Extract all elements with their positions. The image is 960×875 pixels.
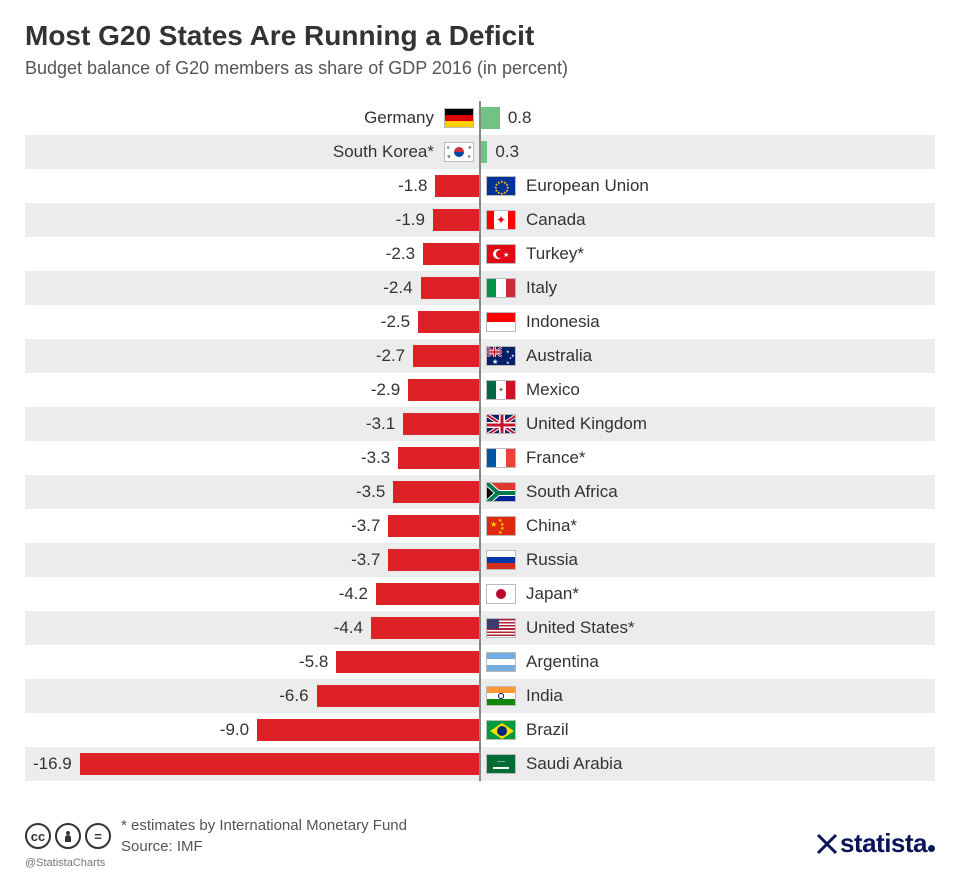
value-bar (408, 379, 480, 401)
country-label: Russia (522, 550, 582, 570)
value-bar (336, 651, 480, 673)
flag-icon (486, 720, 516, 740)
value-label: 0.8 (500, 108, 540, 128)
value-bar (423, 243, 480, 265)
value-bar (480, 107, 500, 129)
source: Source: IMF (121, 836, 407, 857)
cc-by-icon (55, 823, 81, 849)
footer-text: * estimates by International Monetary Fu… (121, 815, 407, 857)
country-label: United Kingdom (522, 414, 651, 434)
country-label: Germany (360, 108, 438, 128)
deficit-chart: Germany0.8South Korea*≡≡≡≡0.3-1.8★★★★★★★… (25, 101, 935, 781)
country-label: Mexico (522, 380, 584, 400)
value-label: 0.3 (487, 142, 527, 162)
value-bar (398, 447, 480, 469)
footnote: * estimates by International Monetary Fu… (121, 815, 407, 836)
value-label: -4.2 (331, 584, 376, 604)
value-bar (418, 311, 480, 333)
country-label: United States* (522, 618, 639, 638)
value-label: -1.9 (388, 210, 433, 230)
country-label: India (522, 686, 567, 706)
value-bar (376, 583, 480, 605)
value-label: -2.9 (363, 380, 408, 400)
country-label: Australia (522, 346, 596, 366)
flag-icon: ≡≡≡≡ (444, 142, 474, 162)
country-label: South Korea* (329, 142, 438, 162)
flag-icon (486, 618, 516, 638)
flag-icon (486, 584, 516, 604)
value-label: -2.7 (368, 346, 413, 366)
value-bar (413, 345, 480, 367)
axis-zero-line (479, 101, 481, 781)
flag-icon: ـــــ (486, 754, 516, 774)
value-label: -1.8 (390, 176, 435, 196)
country-label: France* (522, 448, 590, 468)
country-label: China* (522, 516, 581, 536)
chart-title: Most G20 States Are Running a Deficit (25, 20, 935, 52)
cc-icon: cc (25, 823, 51, 849)
value-bar (435, 175, 480, 197)
value-label: -2.4 (375, 278, 420, 298)
value-label: -9.0 (212, 720, 257, 740)
flag-icon: ★★★★★ (486, 516, 516, 536)
value-label: -5.8 (291, 652, 336, 672)
value-label: -3.1 (358, 414, 403, 434)
value-label: -3.7 (343, 550, 388, 570)
value-label: -3.5 (348, 482, 393, 502)
social-handle: @StatistaCharts (25, 857, 105, 869)
flag-icon: ✦ (486, 210, 516, 230)
country-label: Brazil (522, 720, 573, 740)
country-label: European Union (522, 176, 653, 196)
country-label: Italy (522, 278, 561, 298)
flag-icon (486, 686, 516, 706)
value-bar (403, 413, 480, 435)
country-label: Saudi Arabia (522, 754, 626, 774)
value-bar (388, 549, 480, 571)
flag-icon: ★★★★★ (486, 346, 516, 366)
flag-icon (486, 278, 516, 298)
flag-icon (444, 108, 474, 128)
country-label: Indonesia (522, 312, 604, 332)
value-label: -16.9 (25, 754, 80, 774)
country-label: Canada (522, 210, 590, 230)
value-label: -3.3 (353, 448, 398, 468)
value-label: -4.4 (326, 618, 371, 638)
value-bar (480, 141, 487, 163)
flag-icon (486, 312, 516, 332)
value-bar (371, 617, 480, 639)
country-label: Argentina (522, 652, 603, 672)
value-bar (317, 685, 480, 707)
cc-nd-icon: = (85, 823, 111, 849)
flag-icon (486, 550, 516, 570)
country-label: Turkey* (522, 244, 588, 264)
chart-subtitle: Budget balance of G20 members as share o… (25, 58, 935, 79)
flag-icon (486, 448, 516, 468)
flag-icon (486, 414, 516, 434)
value-label: -6.6 (271, 686, 316, 706)
country-label: South Africa (522, 482, 622, 502)
value-bar (393, 481, 480, 503)
flag-icon: ★ (486, 244, 516, 264)
flag-icon (486, 482, 516, 502)
chart-footer: cc = * estimates by International Moneta… (0, 797, 960, 875)
statista-logo: statista (816, 828, 935, 859)
country-label: Japan* (522, 584, 583, 604)
flag-icon (486, 652, 516, 672)
flag-icon: ✦ (486, 380, 516, 400)
value-bar (257, 719, 480, 741)
value-bar (421, 277, 480, 299)
value-label: -2.3 (378, 244, 423, 264)
value-label: -3.7 (343, 516, 388, 536)
value-bar (80, 753, 480, 775)
value-label: -2.5 (373, 312, 418, 332)
cc-license-icons: cc = (25, 823, 111, 849)
value-bar (433, 209, 480, 231)
value-bar (388, 515, 480, 537)
flag-icon: ★★★★★★★★★★★★ (486, 176, 516, 196)
